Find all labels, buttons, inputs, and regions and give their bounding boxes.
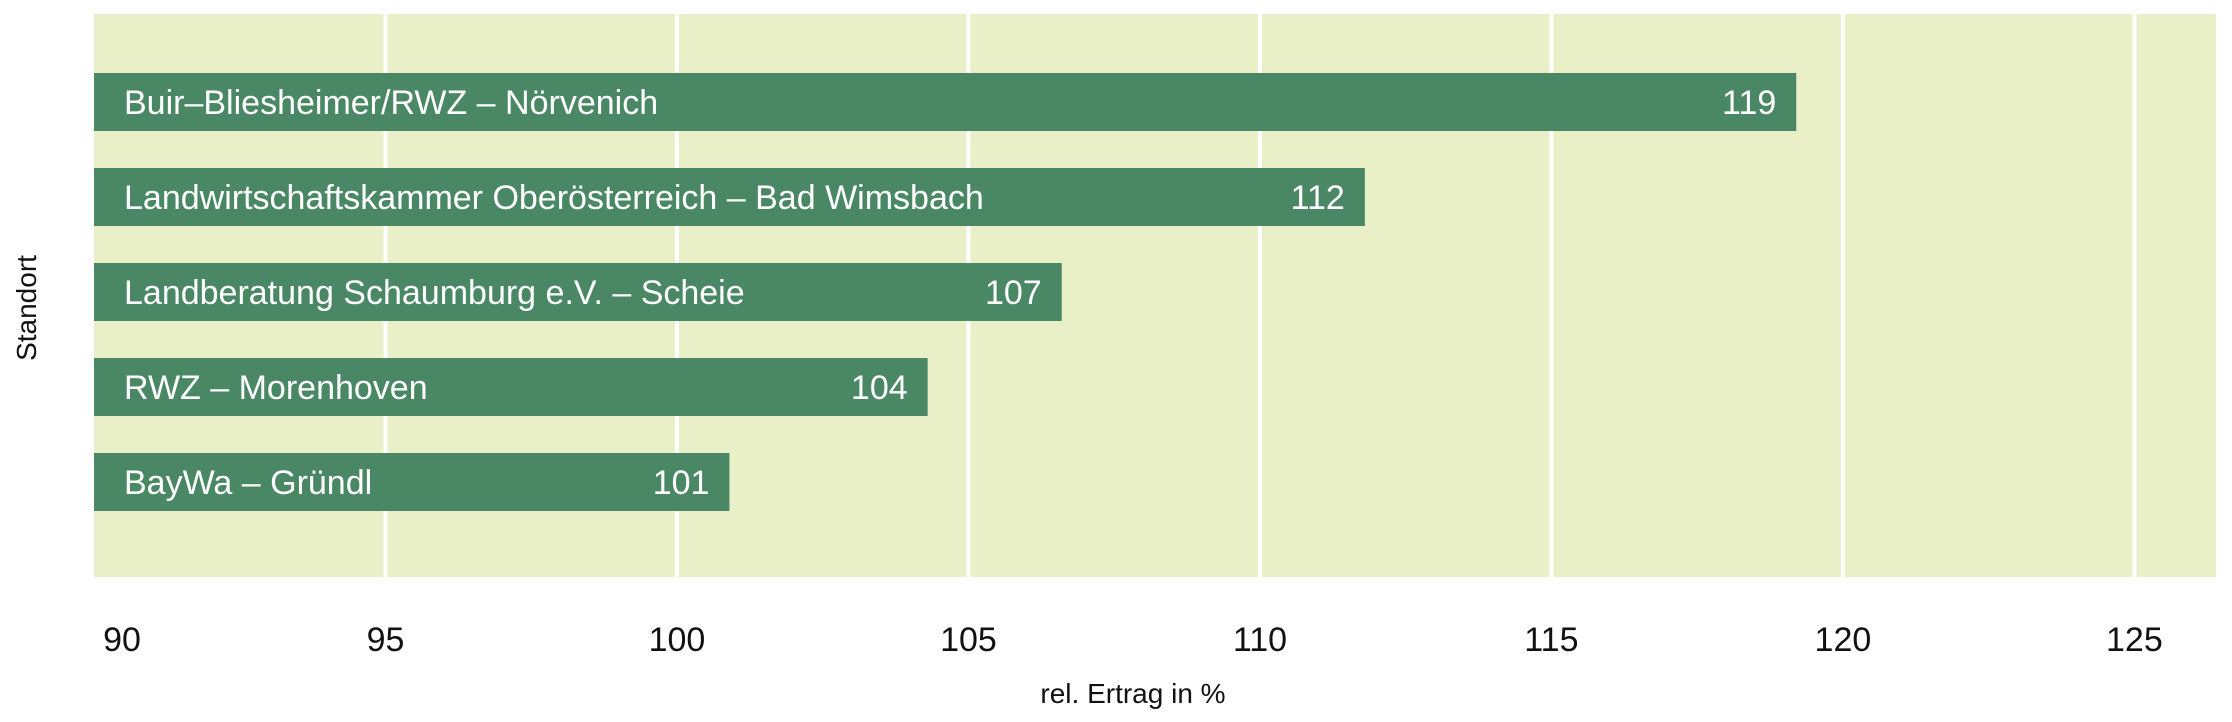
bar xyxy=(94,73,1797,131)
bar-category-label: Landberatung Schaumburg e.V. – Scheie xyxy=(124,274,745,312)
bar-group: Buir–Bliesheimer/RWZ – Nörvenich 119 xyxy=(94,73,1797,131)
y-axis-title: Standort xyxy=(11,255,42,361)
x-tick-label-115: 115 xyxy=(1524,621,1578,659)
x-tick-label-100: 100 xyxy=(649,621,706,659)
x-tick-label-90: 90 xyxy=(103,621,141,659)
x-tick-label-125: 125 xyxy=(2106,621,2163,659)
bar-category-label: RWZ – Morenhoven xyxy=(124,369,428,407)
x-tick-label-95: 95 xyxy=(367,621,405,659)
x-tick-label-120: 120 xyxy=(1815,621,1872,659)
x-tick-label-110: 110 xyxy=(1233,621,1287,659)
bar xyxy=(94,453,730,511)
bar-group: Landberatung Schaumburg e.V. – Scheie 107 xyxy=(94,263,1062,321)
bar-value-label: 112 xyxy=(1291,179,1345,217)
bar-category-label: Buir–Bliesheimer/RWZ – Nörvenich xyxy=(124,84,658,122)
bar-value-label: 101 xyxy=(653,464,710,502)
bar-category-label: BayWa – Gründl xyxy=(124,464,372,502)
bar xyxy=(94,358,928,416)
bar-group: BayWa – Gründl 101 xyxy=(94,453,730,511)
bar-value-label: 119 xyxy=(1722,84,1776,122)
bar xyxy=(94,263,1062,321)
x-axis-title: rel. Ertrag in % xyxy=(1040,678,1225,709)
bar-category-label: Landwirtschaftskammer Oberösterreich – B… xyxy=(124,179,984,217)
x-tick-label-105: 105 xyxy=(940,621,997,659)
bars: Buir–Bliesheimer/RWZ – Nörvenich 119 Landw… xyxy=(94,73,1797,511)
bar-group: Landwirtschaftskammer Oberösterreich – B… xyxy=(94,168,1365,226)
bar xyxy=(94,168,1365,226)
bar-value-label: 104 xyxy=(851,369,908,407)
bar-value-label: 107 xyxy=(985,274,1042,312)
bar-group: RWZ – Morenhoven 104 xyxy=(94,358,928,416)
x-tick-labels: 90 95 100 105 110 115 120 125 xyxy=(103,621,2163,659)
